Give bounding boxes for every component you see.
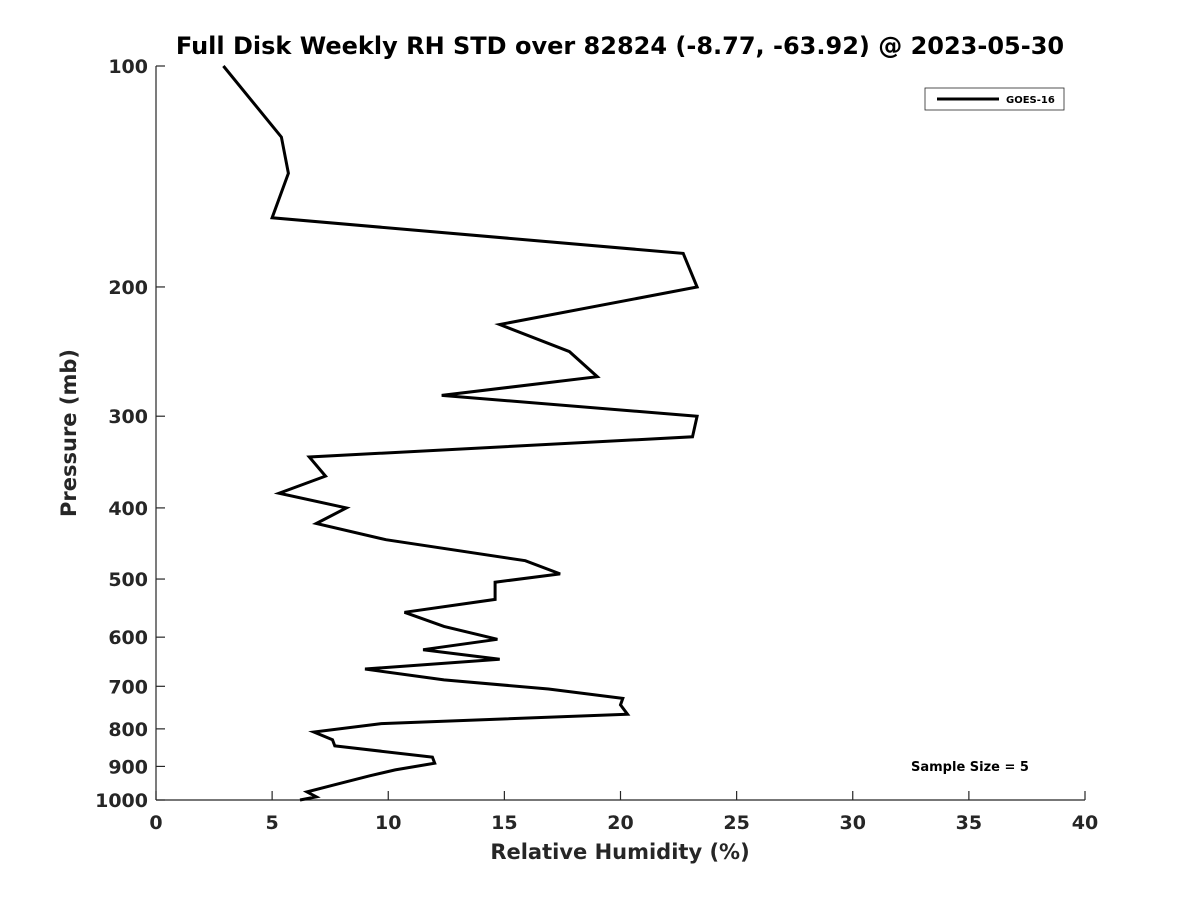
y-tick-label: 800 xyxy=(108,719,148,741)
y-tick-label: 700 xyxy=(108,676,148,698)
x-tick-label: 15 xyxy=(491,812,517,834)
y-tick-label: 1000 xyxy=(95,790,148,812)
y-tick-label: 900 xyxy=(108,756,148,778)
x-tick-label: 30 xyxy=(840,812,866,834)
y-axis-label: Pressure (mb) xyxy=(57,349,81,517)
y-tick-label: 100 xyxy=(108,56,148,78)
x-tick-label: 25 xyxy=(723,812,749,834)
x-tick-label: 10 xyxy=(375,812,401,834)
y-tick-label: 500 xyxy=(108,569,148,591)
x-tick-label: 20 xyxy=(607,812,633,834)
x-tick-label: 0 xyxy=(149,812,162,834)
sample-size-annotation: Sample Size = 5 xyxy=(911,760,1029,775)
x-tick-label: 5 xyxy=(266,812,279,834)
y-tick-label: 600 xyxy=(108,627,148,649)
legend: GOES-16 xyxy=(924,87,1065,111)
x-axis-label: Relative Humidity (%) xyxy=(490,840,749,864)
chart-title: Full Disk Weekly RH STD over 82824 (-8.7… xyxy=(176,32,1064,60)
x-tick-label: 40 xyxy=(1072,812,1098,834)
x-tick-label: 35 xyxy=(956,812,982,834)
x-ticks: 0 5 10 15 20 25 30 35 40 xyxy=(149,791,1098,834)
y-ticks: 100 200 300 400 500 600 700 800 900 1000 xyxy=(95,56,165,812)
y-tick-label: 400 xyxy=(108,498,148,520)
plot-area: 0 5 10 15 20 25 30 35 40 100 200 300 400 500 600 700 80… xyxy=(95,56,1098,834)
legend-label-goes-16: GOES-16 xyxy=(1006,95,1055,106)
y-tick-label: 300 xyxy=(108,406,148,428)
series-line-goes-16 xyxy=(222,65,700,802)
y-tick-label: 200 xyxy=(108,277,148,299)
